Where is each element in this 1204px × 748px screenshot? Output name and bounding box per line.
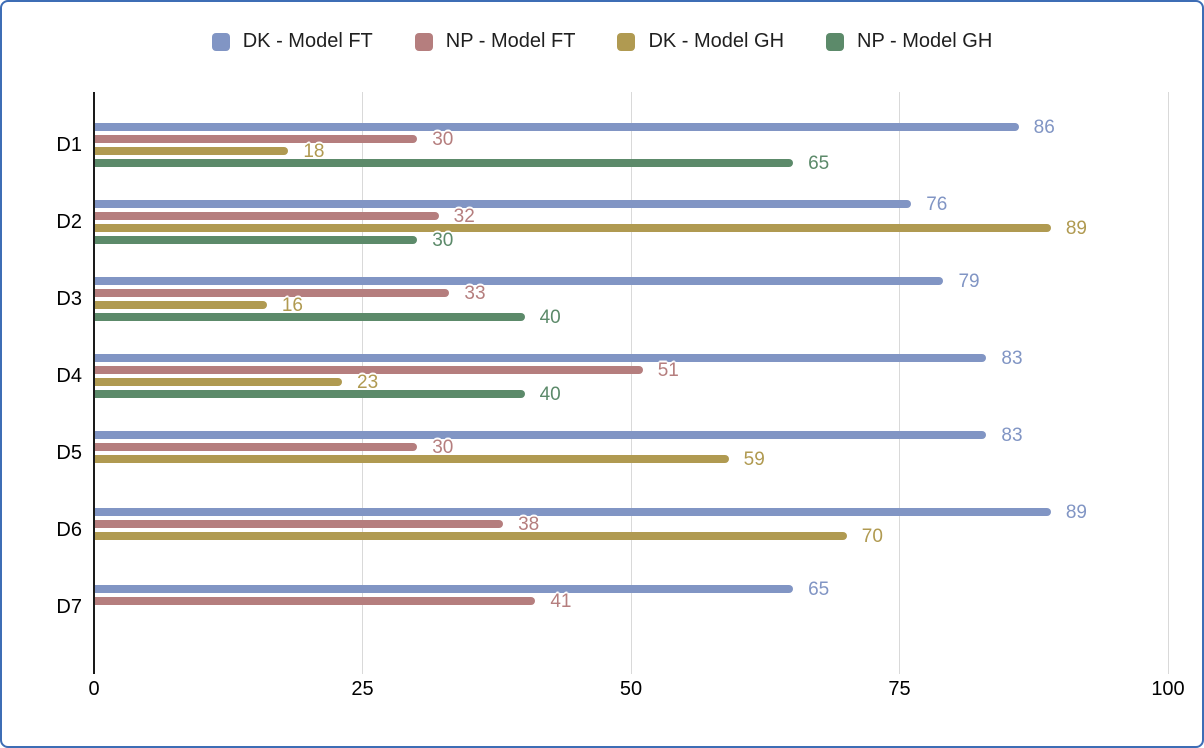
bar-value-label-D4-NP - Model GH: 40 bbox=[539, 384, 561, 405]
bar-value-label-D2-DK - Model GH: 89 bbox=[1065, 218, 1087, 239]
bar-D4-DK - Model GH bbox=[95, 378, 343, 386]
legend-item-3: DK - Model GH bbox=[617, 30, 784, 53]
y-category-label-D6: D6 bbox=[56, 519, 82, 541]
gridline-25 bbox=[362, 92, 363, 674]
legend-label: NP - Model FT bbox=[445, 30, 576, 52]
bar-D3-NP - Model GH bbox=[95, 313, 525, 321]
legend-label: DK - Model FT bbox=[242, 30, 373, 52]
bar-value-label-D1-DK - Model FT: 86 bbox=[1033, 117, 1055, 138]
bar-D5-DK - Model GH bbox=[95, 455, 729, 463]
bar-value-label-D3-DK - Model GH: 16 bbox=[281, 295, 303, 316]
bar-D4-NP - Model GH bbox=[95, 390, 525, 398]
legend-item-1: DK - Model FT bbox=[211, 30, 373, 53]
bar-D4-DK - Model FT bbox=[95, 354, 987, 362]
legend-swatch-icon bbox=[826, 32, 845, 51]
y-category-label-D5: D5 bbox=[56, 442, 82, 464]
bar-D1-DK - Model GH bbox=[95, 147, 289, 155]
bar-value-label-D1-DK - Model GH: 18 bbox=[303, 141, 325, 162]
bar-value-label-D6-NP - Model FT: 38 bbox=[518, 514, 540, 535]
legend-swatch-icon bbox=[414, 32, 433, 51]
bar-D6-DK - Model FT bbox=[95, 508, 1051, 516]
gridline-50 bbox=[630, 92, 632, 674]
bar-D5-DK - Model FT bbox=[95, 431, 987, 439]
bar-value-label-D5-DK - Model FT: 83 bbox=[1001, 425, 1023, 446]
bar-value-label-D2-NP - Model GH: 30 bbox=[432, 230, 454, 251]
bar-value-label-D6-DK - Model GH: 70 bbox=[861, 526, 883, 547]
y-category-label-D3: D3 bbox=[56, 288, 82, 310]
bar-value-label-D1-NP - Model GH: 65 bbox=[808, 153, 830, 174]
legend-label: NP - Model GH bbox=[857, 30, 993, 52]
bar-D5-NP - Model FT bbox=[95, 443, 418, 451]
gridline-100 bbox=[1167, 92, 1169, 674]
bar-D3-NP - Model FT bbox=[95, 289, 450, 297]
bar-value-label-D6-DK - Model FT: 89 bbox=[1065, 502, 1087, 523]
x-tick-label-25: 25 bbox=[351, 678, 374, 700]
bar-value-label-D4-DK - Model FT: 83 bbox=[1001, 348, 1023, 369]
x-tick-label-0: 0 bbox=[88, 678, 100, 700]
legend-swatch-icon bbox=[617, 32, 636, 51]
bar-value-label-D4-DK - Model GH: 23 bbox=[357, 372, 379, 393]
bar-value-label-D3-NP - Model GH: 40 bbox=[539, 307, 561, 328]
legend-item-2: NP - Model FT bbox=[414, 30, 576, 53]
bar-value-label-D5-NP - Model FT: 30 bbox=[432, 437, 454, 458]
legend-label: DK - Model GH bbox=[648, 30, 785, 52]
x-tick-label-100: 100 bbox=[1151, 678, 1185, 700]
bar-value-label-D7-DK - Model FT: 65 bbox=[808, 579, 830, 600]
bar-value-label-D3-NP - Model FT: 33 bbox=[464, 283, 486, 304]
bar-value-label-D7-NP - Model FT: 41 bbox=[550, 591, 572, 612]
bar-D2-DK - Model GH bbox=[95, 224, 1051, 232]
gridline-75 bbox=[899, 92, 900, 674]
y-category-label-D4: D4 bbox=[56, 365, 82, 387]
legend-swatch-icon bbox=[211, 32, 230, 51]
y-category-label-D2: D2 bbox=[56, 211, 82, 233]
bar-D1-NP - Model FT bbox=[95, 135, 418, 143]
y-category-label-D1: D1 bbox=[56, 134, 82, 156]
x-axis-line bbox=[93, 92, 95, 674]
bar-D6-DK - Model GH bbox=[95, 532, 847, 540]
y-category-label-D7: D7 bbox=[56, 596, 82, 618]
bar-D3-DK - Model FT bbox=[95, 277, 944, 285]
bar-value-label-D2-NP - Model FT: 32 bbox=[453, 206, 475, 227]
bar-D3-DK - Model GH bbox=[95, 301, 267, 309]
bar-D7-DK - Model FT bbox=[95, 585, 794, 593]
bar-D1-NP - Model GH bbox=[95, 159, 794, 167]
bar-value-label-D2-DK - Model FT: 76 bbox=[926, 194, 948, 215]
bar-D6-NP - Model FT bbox=[95, 520, 504, 528]
legend-item-4: NP - Model GH bbox=[826, 30, 992, 53]
bar-D7-NP - Model FT bbox=[95, 597, 536, 605]
bar-value-label-D3-DK - Model FT: 79 bbox=[958, 271, 980, 292]
bar-D1-DK - Model FT bbox=[95, 123, 1019, 131]
chart-legend: DK - Model FT NP - Model FT DK - Model GH N… bbox=[2, 30, 1202, 53]
bar-value-label-D1-NP - Model FT: 30 bbox=[432, 129, 454, 150]
bar-D2-DK - Model FT bbox=[95, 200, 912, 208]
bar-D2-NP - Model GH bbox=[95, 236, 418, 244]
x-tick-label-75: 75 bbox=[888, 678, 911, 700]
x-tick-label-50: 50 bbox=[619, 678, 643, 700]
bar-D2-NP - Model FT bbox=[95, 212, 439, 220]
bar-value-label-D5-DK - Model GH: 59 bbox=[743, 449, 765, 470]
bar-value-label-D4-NP - Model FT: 51 bbox=[657, 360, 679, 381]
bar-D4-NP - Model FT bbox=[95, 366, 643, 374]
